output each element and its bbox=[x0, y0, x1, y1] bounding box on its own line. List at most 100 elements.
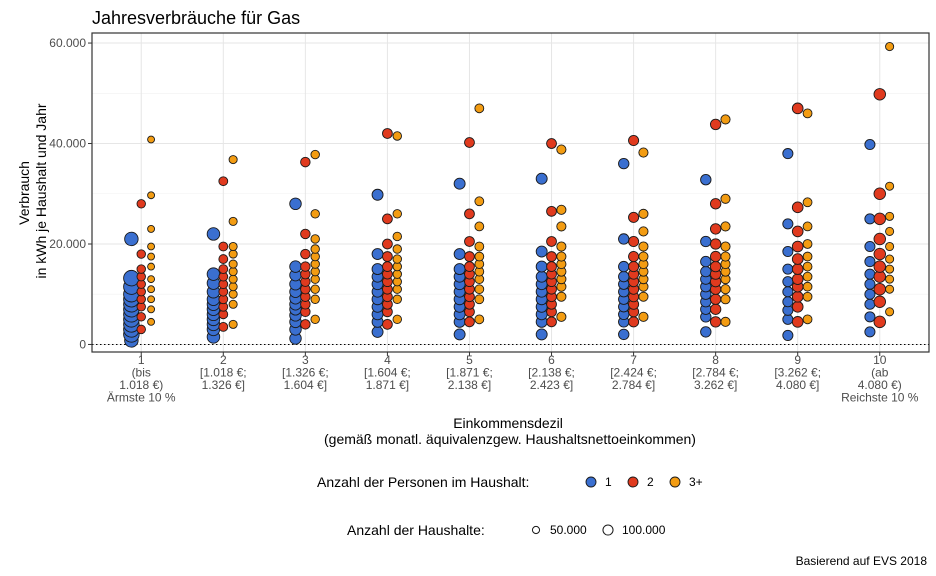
x-tick-label-line: Ärmste 10 % bbox=[107, 391, 176, 405]
data-point bbox=[371, 263, 384, 276]
data-point bbox=[535, 270, 548, 283]
data-point bbox=[782, 329, 794, 341]
data-point bbox=[474, 314, 485, 325]
data-point bbox=[720, 114, 731, 125]
data-point bbox=[556, 204, 567, 215]
data-point bbox=[535, 328, 548, 341]
data-point bbox=[535, 172, 548, 185]
x-tick-label: 9 [3.262 €; 4.080 €] bbox=[774, 353, 821, 392]
data-point bbox=[720, 316, 731, 327]
data-point bbox=[885, 226, 895, 236]
data-point bbox=[638, 241, 649, 252]
data-point bbox=[618, 328, 630, 341]
x-tick-label-line: 4.080 €) bbox=[858, 378, 902, 392]
data-point bbox=[206, 227, 221, 241]
x-tick-label-line: [2.138 €; bbox=[528, 366, 575, 380]
x-tick-label-line: 6 bbox=[548, 353, 555, 367]
data-point bbox=[453, 248, 466, 260]
data-point bbox=[228, 216, 238, 226]
data-point bbox=[864, 139, 876, 151]
legend-size-key bbox=[602, 524, 614, 536]
data-point bbox=[709, 260, 722, 273]
data-point bbox=[556, 311, 567, 322]
data-point bbox=[709, 293, 722, 305]
data-point bbox=[628, 134, 640, 147]
data-point bbox=[618, 270, 630, 283]
x-tick-label-line: [3.262 €; bbox=[774, 366, 821, 380]
x-tick-label-line: (ab bbox=[871, 366, 889, 380]
data-point bbox=[474, 284, 485, 295]
data-point bbox=[392, 314, 402, 325]
data-point bbox=[546, 261, 557, 272]
data-point bbox=[218, 264, 229, 274]
data-point bbox=[802, 108, 813, 119]
data-point bbox=[618, 260, 630, 273]
data-point bbox=[392, 244, 402, 254]
data-point bbox=[392, 254, 402, 264]
data-point bbox=[791, 273, 804, 285]
x-tick-label-line: 8 bbox=[712, 353, 719, 367]
data-point bbox=[556, 144, 567, 155]
data-point bbox=[147, 275, 156, 284]
data-point bbox=[147, 262, 156, 271]
x-tick-label-line: 2.423 €] bbox=[530, 378, 573, 392]
data-point bbox=[300, 228, 311, 240]
x-tick-label-line: [1.326 €; bbox=[282, 366, 329, 380]
data-point bbox=[310, 284, 320, 294]
legend-size-label: 50.000 bbox=[550, 523, 587, 537]
data-point bbox=[124, 231, 139, 247]
data-point bbox=[206, 267, 221, 281]
data-point bbox=[791, 290, 804, 303]
data-point bbox=[700, 235, 712, 248]
x-tick-label-line: Reichste 10 % bbox=[841, 391, 919, 405]
x-tick-label-line: 1.326 €] bbox=[202, 378, 245, 392]
data-point bbox=[873, 232, 886, 246]
data-point bbox=[638, 311, 649, 322]
data-point bbox=[382, 251, 393, 262]
data-point bbox=[218, 241, 229, 252]
x-tick-label-line: 1.018 €) bbox=[119, 378, 163, 392]
data-point bbox=[873, 260, 886, 273]
legend-color-title: Anzahl der Personen im Haushalt: bbox=[317, 474, 529, 490]
data-point bbox=[791, 201, 804, 214]
data-point bbox=[873, 247, 886, 261]
legend-size: Anzahl der Haushalte: 50.000 100.000 bbox=[347, 522, 666, 538]
data-point bbox=[628, 211, 640, 223]
x-tick-label-line: [1.604 €; bbox=[364, 366, 411, 380]
x-tick-label-line: [1.871 €; bbox=[446, 366, 493, 380]
data-point bbox=[556, 251, 567, 262]
data-point bbox=[782, 286, 794, 298]
y-axis-title-line-1: Verbrauch bbox=[16, 161, 32, 225]
data-point bbox=[310, 294, 320, 304]
data-point bbox=[147, 305, 156, 314]
x-tick-label-line: 4.080 €] bbox=[776, 378, 819, 392]
data-point bbox=[791, 300, 804, 313]
data-point bbox=[618, 233, 630, 245]
data-point bbox=[720, 251, 731, 262]
data-point bbox=[885, 254, 895, 264]
data-point bbox=[474, 241, 485, 252]
data-point bbox=[638, 291, 649, 302]
y-tick-label: 20.000 bbox=[49, 237, 86, 251]
data-point bbox=[782, 276, 794, 288]
data-point bbox=[720, 221, 731, 232]
plot-panel bbox=[91, 32, 930, 353]
data-point bbox=[310, 234, 320, 244]
legend-color-label: 1 bbox=[605, 475, 612, 489]
x-tick-label: 3 [1.326 €; 1.604 €] bbox=[282, 353, 329, 392]
data-point bbox=[864, 268, 876, 280]
x-tick-label-line: 3.262 €] bbox=[694, 378, 737, 392]
data-point bbox=[700, 326, 712, 338]
data-point bbox=[864, 288, 876, 300]
x-tick-label-line: (bis bbox=[132, 366, 151, 380]
x-tick-label-line: 2.784 €] bbox=[612, 378, 655, 392]
data-point bbox=[464, 236, 475, 247]
data-point bbox=[885, 241, 895, 252]
data-point bbox=[885, 274, 895, 284]
legend-color-key bbox=[585, 476, 597, 488]
chart-title: Jahresverbräuche für Gas bbox=[92, 8, 300, 28]
x-tick-label: 7 [2.424 €; 2.784 €] bbox=[610, 353, 657, 392]
x-tick-label-line: 5 bbox=[466, 353, 473, 367]
data-point bbox=[885, 181, 895, 191]
x-tick-label: 1 (bis 1.018 €) Ärmste 10 % bbox=[107, 353, 176, 405]
